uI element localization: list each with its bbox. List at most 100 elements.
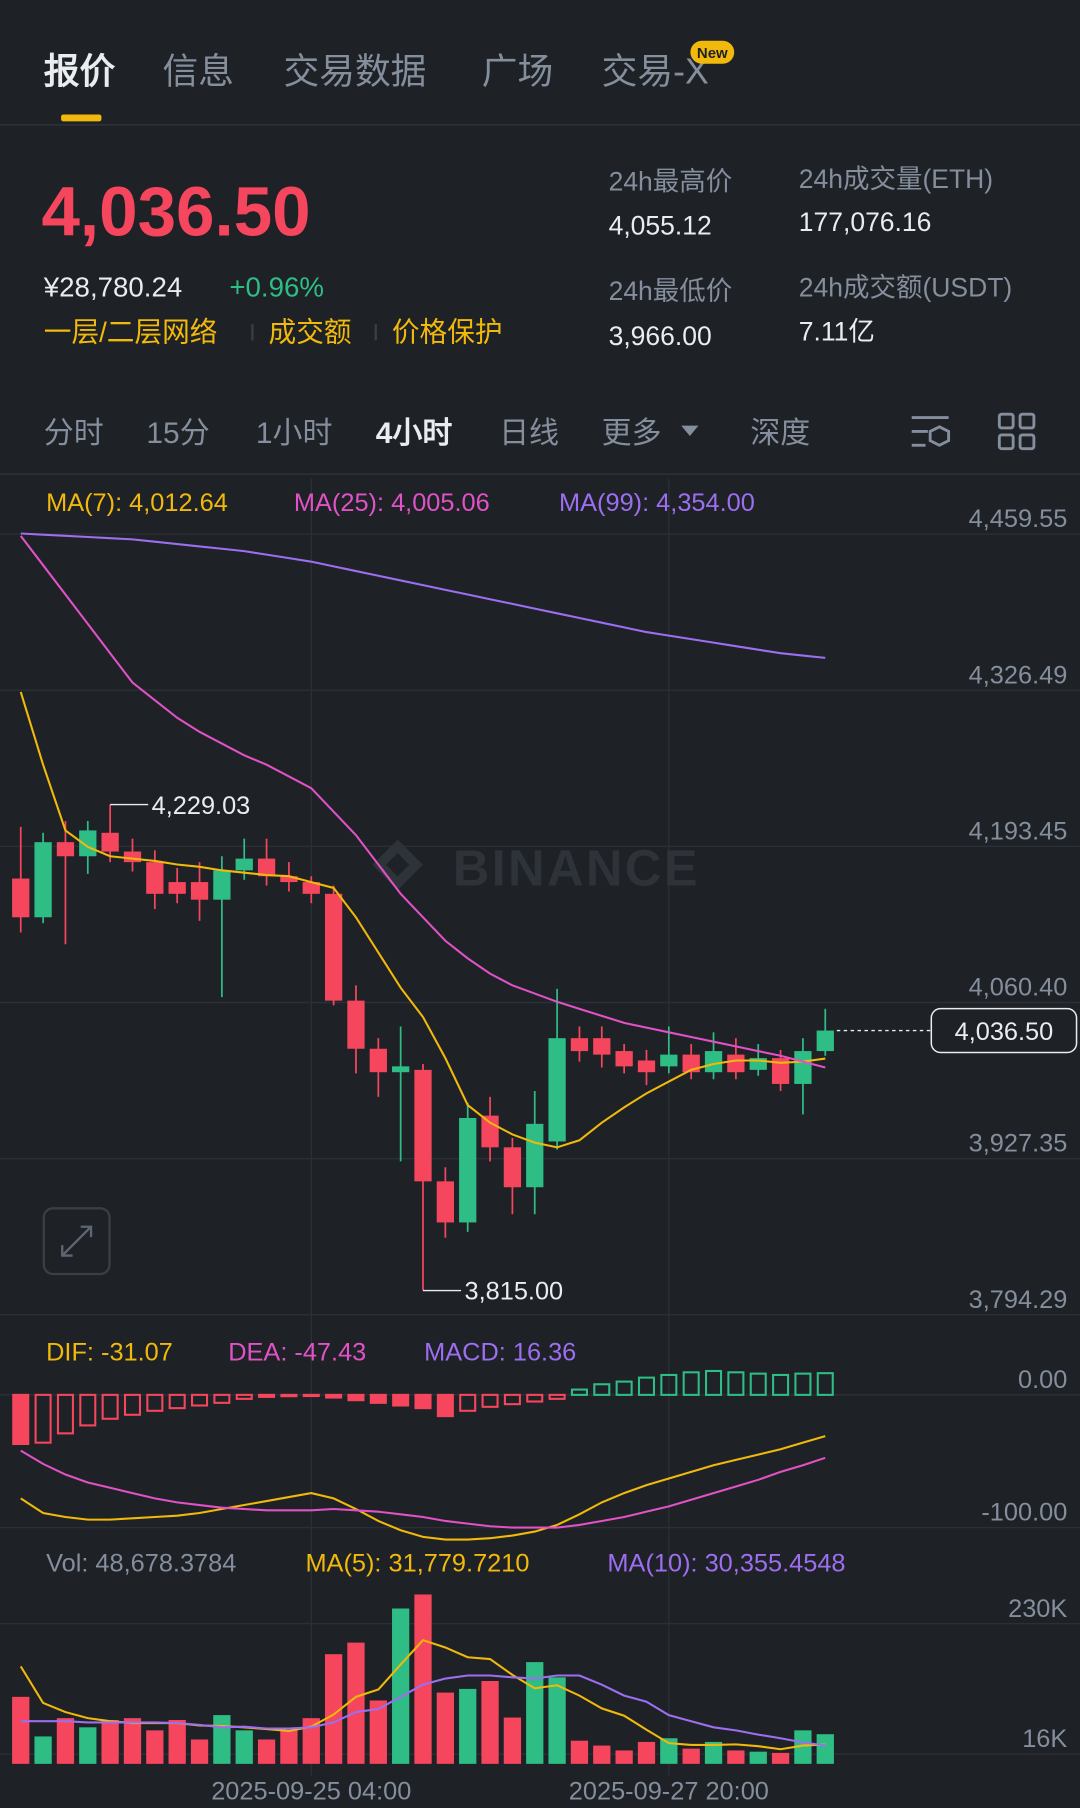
volume-bar [101,1719,119,1764]
x-tick-label: 2025-09-27 20:00 [569,1778,769,1806]
tag[interactable]: 成交额 [269,317,352,348]
candle-body [816,1030,834,1052]
badge [690,40,735,64]
candle-body [548,1038,566,1142]
interval[interactable]: 深度 [750,417,810,450]
interval[interactable]: 15分 [146,417,209,450]
expand-button[interactable] [42,1207,111,1276]
tag[interactable]: 一层/二层网络 [44,317,218,348]
ma-line [20,1449,826,1529]
annotation-label: 3,815.00 [465,1278,564,1306]
volume-bar [146,1730,164,1764]
interval-active[interactable]: 4小时 [376,417,453,450]
ma-line [20,1674,826,1747]
macd-bar [325,1393,343,1399]
macd-bar [637,1376,656,1396]
macd-bar [280,1393,298,1398]
interval[interactable]: 日线 [499,417,559,450]
interval[interactable]: 分时 [44,417,104,450]
candle-body [324,893,343,1001]
volume-bar [79,1727,97,1764]
macd-bar [56,1393,74,1435]
annotation-label: 4,229.03 [152,792,251,820]
legend-label: DIF: -31.07 [46,1338,173,1366]
candle-body [414,1069,432,1182]
y-tick-label: 16K [1022,1725,1067,1753]
candle-body [771,1058,790,1084]
macd-bar [258,1393,276,1398]
macd-bar [794,1372,812,1396]
tab[interactable]: 信息 [163,51,234,91]
candle-body [570,1038,589,1052]
macd-bar [682,1371,700,1396]
layout-icon[interactable] [997,412,1036,451]
volume-bar [771,1752,790,1764]
candle-body [526,1123,544,1188]
tab-active[interactable]: 报价 [44,51,116,91]
watermark-logo [372,839,424,891]
volume-bar [324,1654,343,1764]
macd-bar [593,1383,611,1396]
y-tick-label: 4,193.45 [969,817,1068,845]
stat-value: 7.11亿 [799,316,875,346]
macd-bar [436,1393,454,1418]
candle-body [593,1038,611,1055]
candle-body [123,851,142,863]
volume-bar [548,1677,566,1764]
volume-bar [347,1642,365,1764]
volume-bar [280,1730,298,1764]
tab[interactable]: 广场 [482,51,553,91]
y-tick-label: -100.00 [981,1499,1067,1527]
candle-body [704,1051,723,1073]
volume-bar [749,1751,767,1764]
macd-bar [101,1393,119,1420]
volume-bar [459,1688,477,1764]
last-price-label: 4,036.50 [955,1018,1054,1046]
candle-body [213,870,231,900]
candle-body [615,1051,633,1067]
volume-bar [190,1739,209,1764]
candle-body [436,1181,455,1223]
stat-label: 24h最高价 [609,167,733,197]
macd-bar [146,1393,164,1412]
dropdown-arrow [681,425,699,437]
macd-bar [772,1373,790,1396]
tab[interactable]: 交易-X [602,51,709,91]
legend-label: MA(5): 31,779.7210 [305,1549,529,1577]
last-price-tag [930,1007,1078,1054]
interval[interactable]: 1小时 [256,417,333,450]
volume-bar [257,1739,276,1764]
macd-bar [235,1393,253,1400]
stat-value: 4,055.12 [609,210,712,240]
stat-label: 24h最低价 [609,276,733,306]
legend-label: MA(99): 4,354.00 [559,489,755,517]
candle-body [34,842,52,918]
settings-icon[interactable] [911,416,951,447]
volume-bar [235,1730,253,1764]
ma-line [19,691,826,1149]
tag[interactable]: 价格保护 [392,317,503,348]
macd-bar [548,1393,566,1400]
interval[interactable]: 更多 [602,417,662,450]
macd-bar [168,1393,186,1410]
macd-bar [705,1369,723,1396]
y-tick-label: 230K [1008,1595,1067,1623]
volume-bar [637,1741,656,1764]
tab[interactable]: 交易数据 [284,51,427,91]
candle-body [727,1054,745,1073]
candle-body [168,882,186,894]
macd-bar [213,1393,231,1404]
legend-label: DEA: -47.43 [228,1338,366,1366]
y-tick-label: 4,060.40 [969,974,1068,1002]
candle-body [280,876,298,883]
last-price: 4,036.50 [41,172,310,250]
macd-bar [749,1372,767,1396]
volume-bar [682,1748,700,1764]
volume-bar [12,1696,30,1764]
volume-bar [794,1730,812,1764]
candle-body [392,1066,410,1073]
candle-body [459,1117,477,1223]
tab-underline [61,114,102,122]
volume-bar [481,1680,499,1764]
